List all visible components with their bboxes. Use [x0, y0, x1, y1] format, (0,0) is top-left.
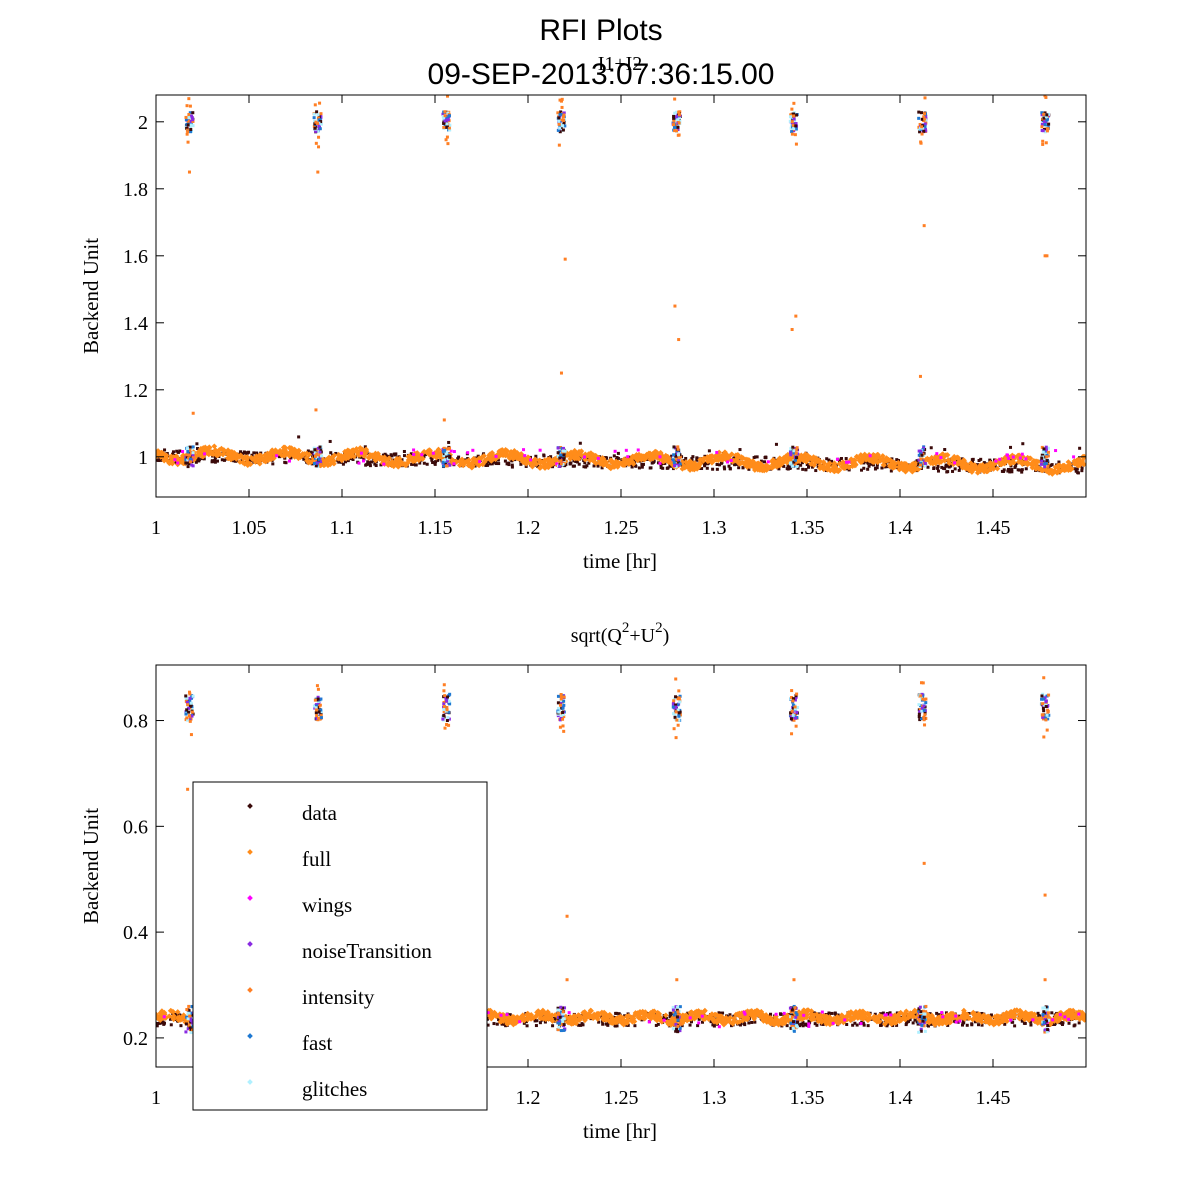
plot-intensity-data — [156, 95, 1086, 477]
plot-intensity-xtick-label: 1.2 — [516, 517, 541, 539]
plot-intensity-points — [156, 95, 1086, 477]
plot-intensity-ytick-label: 1.2 — [123, 380, 148, 402]
plot-intensity-xtick-label: 1.35 — [790, 517, 825, 539]
plot-polarization-ytick-label: 0.2 — [123, 1028, 148, 1050]
legend-item-fast: fast — [247, 1031, 332, 1055]
plot-intensity-ytick-label: 1.6 — [123, 246, 148, 268]
legend-item-full: full — [247, 847, 331, 871]
legend-marker — [247, 1079, 253, 1085]
legend-item-noiseTransition: noiseTransition — [247, 939, 432, 963]
legend-label: data — [302, 801, 338, 825]
legend-marker — [247, 987, 253, 993]
plot-polarization-xtick-label: 1.45 — [976, 1087, 1011, 1109]
plot-polarization-ytick-label: 0.8 — [123, 711, 148, 733]
legend-marker — [247, 1033, 253, 1039]
plot-intensity-frame — [155, 94, 1087, 498]
legend-label: full — [302, 847, 331, 871]
plot-intensity-ytick-label: 1 — [138, 447, 148, 469]
plot-intensity-ytick-label: 2 — [138, 112, 148, 134]
legend-label: glitches — [302, 1077, 367, 1101]
plot-intensity-xtick-label: 1.45 — [976, 517, 1011, 539]
plot-intensity-xtick-label: 1.3 — [702, 517, 727, 539]
plot-intensity-title: I1+I2 — [598, 53, 643, 75]
figure-title: RFI Plots — [539, 14, 662, 47]
plot-intensity-xtick-label: 1.25 — [604, 517, 639, 539]
legend-marker — [247, 941, 253, 947]
plot-intensity-xtick-label: 1.1 — [330, 517, 355, 539]
plot-intensity-xtick-label: 1.15 — [418, 517, 453, 539]
plot-polarization-ylabel: Backend Unit — [79, 808, 103, 924]
legend-item-glitches: glitches — [247, 1077, 367, 1101]
plot-polarization-xtick-label: 1.25 — [604, 1087, 639, 1109]
plot-polarization-ytick-label: 0.4 — [123, 922, 148, 944]
plot-intensity: I1+I2 1 1.05 1.1 1.15 1.2 1.25 1.3 1.35 1.4 1.451… — [79, 53, 1087, 573]
figure-subtitle: 09-SEP-2013:07:36:15.00 — [428, 58, 775, 91]
plot-polarization-xtick-label: 1 — [151, 1087, 161, 1109]
plot-intensity-xlabel: time [hr] — [583, 549, 657, 573]
legend-marker — [247, 849, 253, 855]
plot-polarization-xtick-label: 1.35 — [790, 1087, 825, 1109]
plot-intensity-ticks: 1 1.05 1.1 1.15 1.2 1.25 1.3 1.35 1.4 1.45 1 1.2 1.4… — [123, 95, 1086, 539]
plot-polarization-xtick-label: 1.4 — [888, 1087, 913, 1109]
legend-label: intensity — [302, 985, 375, 1009]
legend-label: fast — [302, 1031, 332, 1055]
plot-intensity-ytick-label: 1.8 — [123, 179, 148, 201]
plot-intensity-xtick-label: 1 — [151, 517, 161, 539]
plot-intensity-xtick-label: 1.05 — [232, 517, 267, 539]
plot-intensity-xtick-label: 1.4 — [888, 517, 913, 539]
legend-label: noiseTransition — [302, 939, 432, 963]
plot-intensity-ytick-label: 1.4 — [123, 313, 148, 335]
legend-marker — [247, 803, 253, 809]
legend-marker — [247, 895, 253, 901]
plot-polarization-title: sqrt(Q2+U2) — [571, 620, 670, 647]
legend-item-intensity: intensity — [247, 985, 375, 1009]
legend: data full wings noiseTransition intensity fas… — [192, 781, 488, 1111]
plot-polarization-xtick-label: 1.2 — [516, 1087, 541, 1109]
legend-item-wings: wings — [247, 893, 352, 917]
legend-label: wings — [302, 893, 352, 917]
plot-polarization-xlabel: time [hr] — [583, 1119, 657, 1143]
plot-intensity-ylabel: Backend Unit — [79, 238, 103, 354]
legend-item-data: data — [247, 801, 338, 825]
plot-polarization-xtick-label: 1.3 — [702, 1087, 727, 1109]
plot-polarization-ytick-label: 0.6 — [123, 816, 148, 838]
legend-box — [192, 781, 488, 1111]
